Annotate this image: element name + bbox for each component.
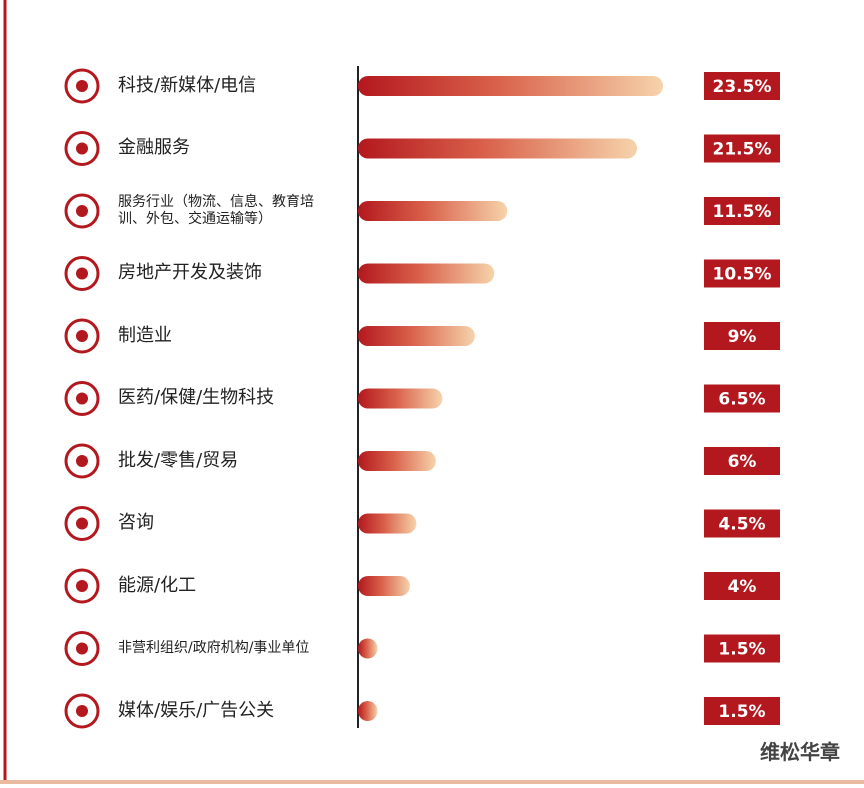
bar <box>358 388 443 409</box>
category-label: 房地产开发及装饰 <box>118 262 262 284</box>
icon <box>64 568 100 604</box>
icon-dot <box>76 517 88 530</box>
value-label: 9% <box>728 327 757 347</box>
category-label: 批发/零售/贸易 <box>118 449 239 471</box>
icon-dot <box>76 705 88 717</box>
icon <box>64 131 100 166</box>
category-label: 医药/保健/生物科技 <box>118 387 275 409</box>
value-box <box>704 447 780 475</box>
value-box <box>704 572 780 600</box>
icon-dot <box>76 142 88 155</box>
value-box <box>704 197 780 225</box>
watermark: 维松华章 <box>760 740 840 764</box>
icon <box>64 193 100 229</box>
bar <box>358 76 663 96</box>
icon <box>64 68 100 104</box>
bar <box>358 451 436 471</box>
icon <box>64 631 100 666</box>
bar <box>358 138 638 159</box>
value-label: 4.5% <box>718 515 765 535</box>
value-label: 1.5% <box>718 640 765 660</box>
bar <box>358 263 495 284</box>
icon <box>64 256 100 291</box>
icon-dot <box>76 580 88 592</box>
value-box <box>704 634 780 663</box>
icon-dot <box>76 330 88 342</box>
category-label: 媒体/娱乐/广告公关 <box>118 699 275 721</box>
bar <box>358 326 475 346</box>
value-label: 4% <box>728 577 757 597</box>
bar <box>358 201 508 221</box>
value-label: 21.5% <box>713 140 772 160</box>
bar <box>358 701 378 721</box>
category-label: 能源/化工 <box>118 574 197 596</box>
value-label: 1.5% <box>718 702 765 722</box>
value-box <box>704 72 780 100</box>
bar <box>358 638 378 659</box>
bar <box>358 513 417 534</box>
value-box <box>704 322 780 350</box>
value-label: 11.5% <box>713 202 772 222</box>
icon-dot <box>76 205 88 217</box>
icon-dot <box>76 392 88 405</box>
icon-dot <box>76 642 88 655</box>
value-label: 23.5% <box>713 77 772 97</box>
icon <box>64 506 100 541</box>
icon <box>64 693 100 729</box>
category-label: 非营利组织/政府机构/事业单位 <box>118 639 310 656</box>
value-box <box>704 259 780 288</box>
category-label: 服务行业（物流、信息、教育培训、外包、交通运输等） <box>118 193 314 228</box>
value-box <box>704 697 780 725</box>
icon-dot <box>76 267 88 280</box>
value-label: 10.5% <box>713 265 772 285</box>
category-label: 科技/新媒体/电信 <box>118 74 257 96</box>
icon <box>64 443 100 479</box>
category-label: 金融服务 <box>118 137 190 159</box>
value-label: 6.5% <box>718 390 765 410</box>
bar <box>358 576 410 596</box>
value-box <box>704 134 780 163</box>
value-label: 6% <box>728 452 757 472</box>
icon-dot <box>76 455 88 467</box>
icon <box>64 318 100 354</box>
icon-dot <box>76 80 88 92</box>
category-label: 制造业 <box>118 324 172 346</box>
value-box <box>704 384 780 413</box>
value-box <box>704 509 780 538</box>
category-label: 咨询 <box>118 512 154 534</box>
icon <box>64 381 100 416</box>
